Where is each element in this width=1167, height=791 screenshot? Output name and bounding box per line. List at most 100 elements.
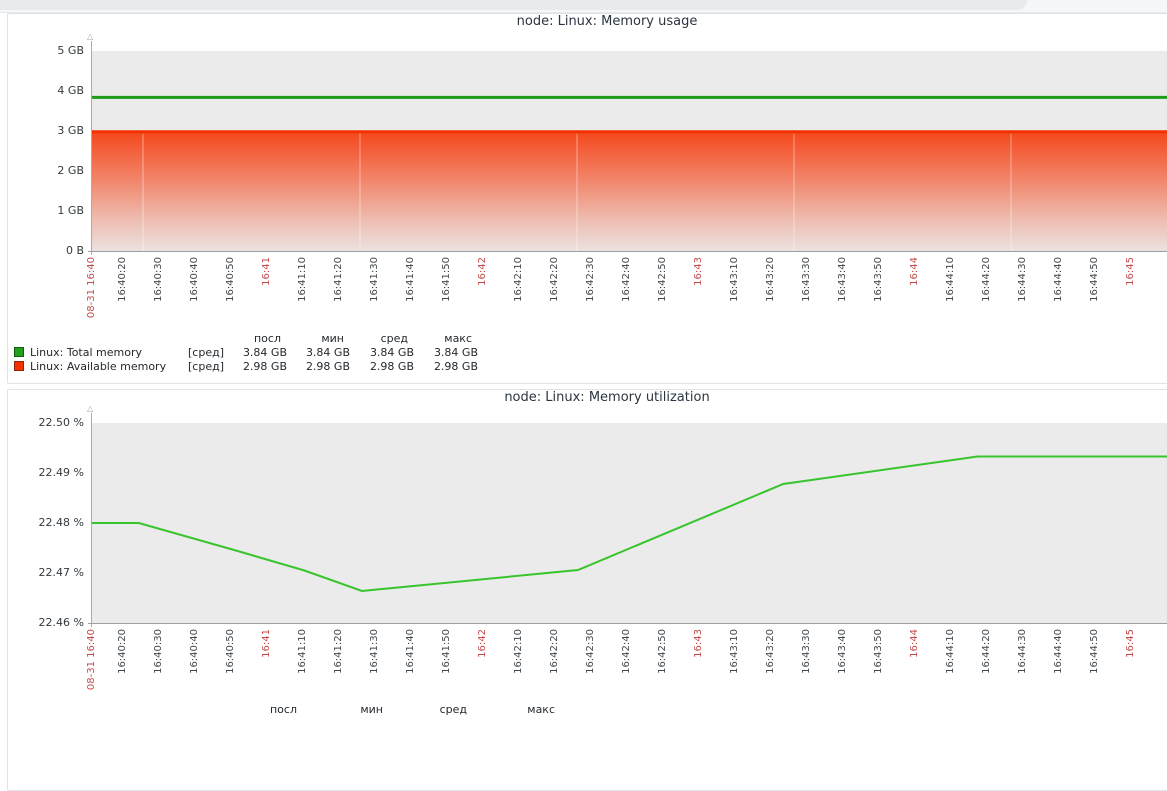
legend-aggregation: [сред] (188, 346, 224, 359)
x-axis-tick-label: 16:44:30 (1017, 629, 1028, 674)
legend-stat-value: 3.84 GB (242, 346, 287, 359)
x-axis-tick-label: 16:42 (477, 629, 488, 658)
x-axis-tick-label: 16:44:10 (945, 257, 956, 302)
legend-column-header: мин (321, 332, 344, 345)
x-axis-tick-label: 16:41:50 (441, 629, 452, 674)
x-axis-tick-label: 16:41:50 (441, 257, 452, 302)
x-axis-tick-label: 16:43:30 (801, 629, 812, 674)
x-axis-line (88, 251, 1167, 252)
legend-stat-value: 2.98 GB (369, 360, 414, 373)
y-axis-label: 1 GB (57, 204, 84, 217)
legend-stat-value: 3.84 GB (433, 346, 478, 359)
memory-utilization-graph-panel: node: Linux: Memory utilization 22.50 % 2… (7, 389, 1167, 791)
x-axis-tick-label: 16:40:50 (225, 257, 236, 302)
y-axis-label: 3 GB (57, 124, 84, 137)
memory-usage-graph-panel: node: Linux: Memory usage 5 GB 4 GB 3 GB 2 … (7, 13, 1167, 384)
browser-top-strip (0, 0, 1167, 13)
x-axis-tick-label: 16:41:40 (405, 629, 416, 674)
x-axis-tick-label: 16:43:10 (729, 257, 740, 302)
x-axis-tick-label: 16:45 (1125, 629, 1136, 658)
x-axis-tick-label: 16:44 (909, 257, 920, 286)
x-axis-tick-label: 16:43:50 (873, 257, 884, 302)
y-axis-label: 22.47 % (38, 566, 84, 579)
legend-stat-value: 2.98 GB (305, 360, 350, 373)
y-axis-label: 22.48 % (38, 516, 84, 529)
x-axis-tick-label: 16:43:20 (765, 257, 776, 302)
x-axis-tick-label: 16:42:10 (513, 257, 524, 302)
y-axis-line (91, 413, 92, 627)
x-axis-tick-label: 16:42:50 (657, 629, 668, 674)
legend-stat-value: 3.84 GB (305, 346, 350, 359)
x-axis-tick-label: 16:41 (261, 257, 272, 286)
legend-swatch (14, 347, 24, 357)
x-axis-tick-label: 16:40:40 (189, 257, 200, 302)
x-axis-tick-label: 16:43:40 (837, 629, 848, 674)
x-axis-tick-label: 16:44:10 (945, 629, 956, 674)
x-axis-tick-label: 16:40:30 (153, 629, 164, 674)
x-axis-tick-label: 16:44:50 (1089, 629, 1100, 674)
x-axis-tick-label: 16:43:30 (801, 257, 812, 302)
x-axis-tick-label: 16:43:10 (729, 629, 740, 674)
x-axis-tick-label: 16:42:20 (549, 257, 560, 302)
legend-column-header: макс (444, 332, 472, 345)
x-axis-tick-label: 16:44 (909, 629, 920, 658)
x-axis-tick-label: 16:40:30 (153, 257, 164, 302)
browser-tab-bar (0, 0, 1027, 10)
x-axis-tick-label: 16:40:20 (117, 629, 128, 674)
x-axis-tick-label: 16:40:50 (225, 629, 236, 674)
x-axis-tick-label: 16:44:40 (1053, 257, 1064, 302)
x-axis-tick-label: 16:41:20 (333, 257, 344, 302)
x-axis-tick-label: 16:43 (693, 257, 704, 286)
x-axis-tick-label: 16:43:20 (765, 629, 776, 674)
legend-column-header: посл (269, 703, 297, 716)
x-axis-tick-label: 16:41:10 (297, 257, 308, 302)
x-axis-tick-label: 16:42 (477, 257, 488, 286)
legend-stat-value: 2.98 GB (433, 360, 478, 373)
x-axis-tick-label: 16:41:10 (297, 629, 308, 674)
y-axis-label: 5 GB (57, 44, 84, 57)
x-axis-tick-label: 08-31 16:40 (86, 257, 97, 319)
x-axis-tick-label: 16:44:20 (981, 257, 992, 302)
plot-area[interactable] (92, 423, 1167, 623)
legend-stat-value: 2.98 GB (242, 360, 287, 373)
x-axis-tick-label: 16:41:40 (405, 257, 416, 302)
x-axis-tick-label: 16:42:40 (621, 629, 632, 674)
x-axis-tick-label: 16:44:50 (1089, 257, 1100, 302)
x-axis-tick-label: 16:42:30 (585, 257, 596, 302)
legend-column-header: мин (360, 703, 383, 716)
legend-stat-value: 3.84 GB (369, 346, 414, 359)
y-axis-label: 22.50 % (38, 416, 84, 429)
x-axis-tick-label: 16:41:30 (369, 257, 380, 302)
x-axis-tick-label: 16:42:50 (657, 257, 668, 302)
legend-aggregation: [сред] (188, 360, 224, 373)
legend-swatch (14, 361, 24, 371)
x-axis-tick-label: 16:41 (261, 629, 272, 658)
x-axis-tick-label: 16:42:40 (621, 257, 632, 302)
x-axis-tick-label: 16:44:30 (1017, 257, 1028, 302)
legend-column-header: сред (380, 332, 408, 345)
plot-area[interactable] (92, 51, 1167, 251)
x-axis-tick-label: 16:41:20 (333, 629, 344, 674)
legend-series-label: Linux: Total memory (30, 346, 142, 359)
y-axis-label: 22.46 % (38, 616, 84, 629)
available-memory-area (92, 131, 1167, 251)
x-axis-tick-label: 16:42:30 (585, 629, 596, 674)
x-axis-line (88, 623, 1167, 624)
y-axis-label: 2 GB (57, 164, 84, 177)
series-canvas (92, 95, 1167, 251)
y-axis-label: 0 B (65, 244, 84, 257)
y-axis-line (91, 41, 92, 255)
series-line (92, 455, 1167, 593)
legend-column-header: посл (253, 332, 281, 345)
x-axis-tick-label: 16:44:40 (1053, 629, 1064, 674)
legend-series-label: Linux: Available memory (30, 360, 167, 373)
x-axis-tick-label: 08-31 16:40 (86, 629, 97, 691)
x-axis-tick-label: 16:40:20 (117, 257, 128, 302)
x-axis-tick-label: 16:42:20 (549, 629, 560, 674)
x-axis-tick-label: 16:43:50 (873, 629, 884, 674)
x-axis-tick-label: 16:43 (693, 629, 704, 658)
legend-column-header: макс (527, 703, 555, 716)
series-canvas (92, 455, 1167, 593)
x-axis-tick-label: 16:45 (1125, 257, 1136, 286)
